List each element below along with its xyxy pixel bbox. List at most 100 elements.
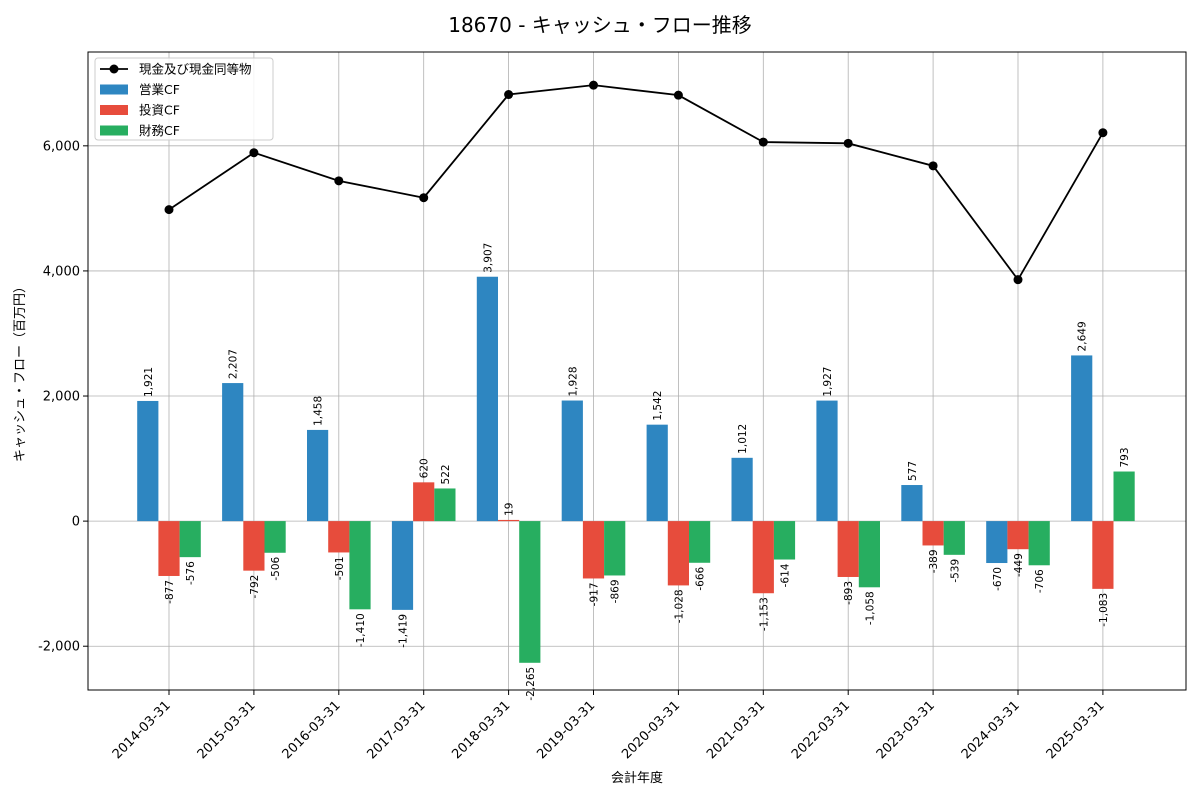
x-axis: 2014-03-31 2015-03-31 2016-03-31 2017-03-31…	[110, 690, 1108, 762]
bar	[922, 521, 944, 546]
bar	[1007, 521, 1029, 550]
y-tick-label: -2,000	[38, 640, 80, 655]
bar	[773, 521, 796, 560]
bars-layer	[137, 276, 1135, 663]
bar	[561, 400, 583, 522]
data-label: -2,265	[525, 667, 537, 701]
cash-point	[589, 80, 598, 90]
data-label: 1,012	[737, 424, 749, 454]
legend-swatch	[100, 105, 128, 115]
cash-line	[168, 84, 1104, 282]
data-label: 1,542	[652, 391, 664, 421]
data-label: 3,907	[482, 243, 494, 273]
legend-swatch	[100, 84, 128, 95]
data-label: 1,927	[822, 367, 834, 397]
data-label: -917	[589, 582, 601, 606]
bar	[1071, 355, 1093, 522]
bar	[752, 521, 774, 594]
x-tick-label: 2021-03-31	[704, 698, 768, 762]
bar	[328, 521, 350, 553]
y-tick-label: 2,000	[43, 390, 80, 405]
bar	[179, 521, 201, 558]
bar	[391, 521, 414, 610]
bar	[349, 521, 371, 610]
cash-point	[334, 176, 344, 186]
data-label: 522	[440, 464, 452, 484]
data-label: 19	[504, 503, 516, 516]
data-label: -1,410	[355, 613, 367, 647]
data-label: -792	[249, 575, 261, 599]
x-tick-label: 2014-03-31	[110, 698, 174, 762]
data-labels-layer: 1,921 2,207 1,458 -1,419 3,907 1,928 1,542 1,01…	[143, 243, 1131, 701]
data-label: -1,058	[864, 591, 876, 625]
bar	[858, 521, 880, 588]
bar	[582, 521, 605, 579]
y-tick-label: 6,000	[43, 139, 80, 154]
legend-swatch	[100, 125, 128, 136]
data-label: -506	[270, 556, 282, 580]
data-label: -389	[928, 549, 940, 573]
bar	[243, 521, 265, 571]
data-label: -539	[949, 559, 961, 583]
legend-label: 財務CF	[139, 123, 180, 138]
data-label: 1,921	[143, 367, 155, 397]
cash-point	[1013, 275, 1023, 285]
x-tick-label: 2016-03-31	[280, 698, 344, 762]
legend-label: 投資CF	[139, 103, 180, 118]
data-label: -670	[992, 567, 1004, 591]
bar	[986, 521, 1008, 564]
cash-point	[249, 148, 259, 158]
bar	[689, 521, 711, 563]
bar	[158, 521, 180, 576]
data-label: -576	[185, 561, 197, 585]
bar	[498, 519, 520, 522]
y-tick-label: 4,000	[43, 264, 80, 279]
data-label: -869	[610, 579, 622, 603]
cash-point	[758, 137, 768, 147]
data-label: -893	[843, 581, 855, 605]
bar	[434, 488, 456, 522]
legend-box	[94, 57, 274, 141]
bar	[667, 521, 689, 586]
x-tick-label: 2022-03-31	[789, 698, 853, 762]
data-label: -1,153	[758, 597, 770, 631]
y-axis-label: キャッシュ・フロー（百万円）	[13, 280, 28, 462]
data-label: 1,458	[313, 396, 325, 426]
bar	[519, 521, 541, 663]
bar	[646, 424, 668, 522]
x-tick-label: 2023-03-31	[874, 698, 938, 762]
plot-frame	[87, 51, 1187, 691]
data-label: 620	[419, 458, 431, 478]
chart-title: 18670 - キャッシュ・フロー推移	[448, 13, 752, 37]
x-tick-label: 2019-03-31	[534, 698, 598, 762]
x-tick-label: 2025-03-31	[1044, 698, 1108, 762]
y-tick-label: 0	[72, 515, 80, 530]
legend-label: 現金及び現金同等物	[139, 62, 252, 77]
legend-label: 営業CF	[139, 82, 180, 97]
cash-point	[673, 90, 683, 100]
data-label: 2,207	[228, 349, 240, 379]
cash-point	[843, 138, 853, 148]
data-label: -449	[1013, 553, 1025, 577]
bar	[837, 521, 859, 577]
data-label: -614	[780, 563, 792, 587]
bar	[222, 383, 244, 522]
cash-point	[419, 193, 429, 203]
data-label: 793	[1119, 447, 1131, 467]
x-tick-label: 2020-03-31	[619, 698, 683, 762]
bar	[264, 521, 286, 553]
legend-marker	[109, 64, 119, 74]
x-axis-label: 会計年度	[611, 770, 663, 786]
data-label: 2,649	[1077, 321, 1089, 351]
bar	[137, 400, 159, 522]
cash-point	[504, 90, 514, 100]
bar	[476, 276, 498, 522]
bar	[901, 485, 923, 522]
data-label: -1,083	[1098, 593, 1110, 627]
bar	[307, 429, 329, 522]
bar	[1092, 521, 1114, 589]
x-tick-label: 2017-03-31	[364, 698, 428, 762]
x-tick-label: 2024-03-31	[959, 698, 1023, 762]
bar	[1113, 471, 1135, 522]
